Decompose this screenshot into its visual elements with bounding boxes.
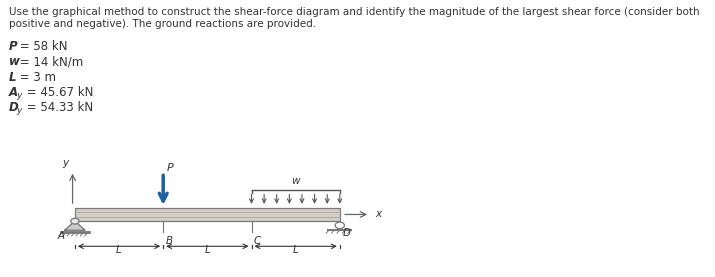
Text: D: D <box>9 101 19 114</box>
Text: C: C <box>254 236 261 246</box>
Text: w: w <box>292 176 300 186</box>
Text: = 58 kN: = 58 kN <box>16 40 68 53</box>
Text: = 54.33 kN: = 54.33 kN <box>24 101 94 114</box>
Text: x: x <box>375 209 382 219</box>
Text: P: P <box>167 163 174 173</box>
Text: D: D <box>342 228 351 238</box>
Text: L: L <box>116 245 122 255</box>
Text: A: A <box>9 86 18 99</box>
Text: L: L <box>204 245 210 255</box>
Text: = 45.67 kN: = 45.67 kN <box>24 86 94 99</box>
Text: positive and negative). The ground reactions are provided.: positive and negative). The ground react… <box>9 19 316 29</box>
Circle shape <box>335 222 345 229</box>
Text: = 3 m: = 3 m <box>16 71 56 84</box>
Polygon shape <box>64 221 85 230</box>
Text: L: L <box>292 245 299 255</box>
Text: A: A <box>57 231 64 241</box>
Text: L: L <box>9 71 16 84</box>
Text: y: y <box>16 91 21 100</box>
Bar <box>75 208 340 221</box>
Text: Use the graphical method to construct the shear-force diagram and identify the m: Use the graphical method to construct th… <box>9 7 699 17</box>
Text: y: y <box>62 158 69 168</box>
Text: = 14 kN/m: = 14 kN/m <box>16 55 84 68</box>
Text: P: P <box>9 40 17 53</box>
Text: y: y <box>16 106 21 115</box>
Text: w: w <box>9 55 19 68</box>
Circle shape <box>71 218 79 224</box>
Text: B: B <box>166 236 172 246</box>
